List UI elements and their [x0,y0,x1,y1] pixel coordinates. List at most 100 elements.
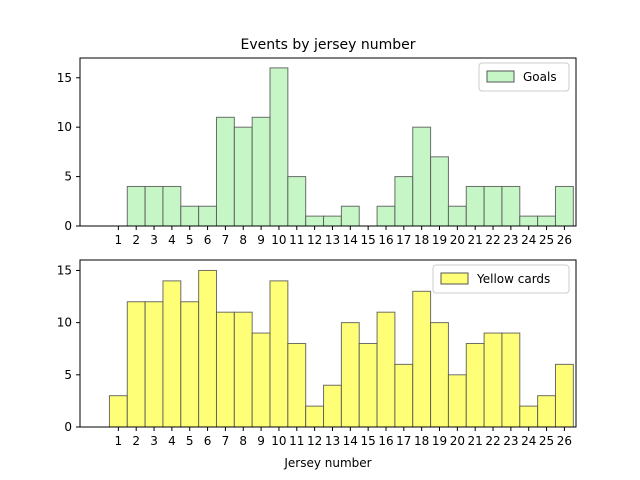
y-tick-label: 5 [64,368,72,382]
x-tick-label: 14 [343,434,358,448]
x-tick-label: 21 [468,434,483,448]
x-tick-label: 10 [271,233,286,247]
x-tick-label: 17 [396,233,411,247]
x-tick-label: 20 [450,233,465,247]
y-tick-label: 10 [57,120,72,134]
bar [554,185,574,227]
x-tick-label: 13 [325,233,340,247]
x-tick-label: 1 [115,233,123,247]
x-tick-label: 26 [557,434,572,448]
bar [376,205,396,227]
x-tick-label: 16 [378,434,393,448]
bar [162,280,182,428]
bar [126,301,146,428]
legend: Yellow cards [432,264,570,294]
x-tick-label: 18 [414,233,429,247]
bar [501,185,521,227]
y-tick-label: 5 [64,170,72,184]
x-tick-label: 3 [150,434,158,448]
x-tick-label: 4 [168,434,176,448]
bar [447,374,467,428]
x-tick-label: 26 [557,233,572,247]
bar [430,322,449,428]
x-tick-label: 11 [289,434,304,448]
x-tick-label: 13 [325,434,340,448]
bar [430,156,449,227]
bar [465,185,485,227]
x-tick-label: 3 [150,233,158,247]
bar [447,205,467,227]
x-tick-label: 2 [132,233,140,247]
bar [519,215,539,227]
x-tick-label: 7 [222,233,230,247]
bar [126,185,146,227]
x-tick-label: 8 [239,233,247,247]
bar [251,332,271,428]
x-tick-label: 19 [432,434,447,448]
bar [394,363,414,428]
x-tick-label: 5 [186,434,194,448]
y-tick-label: 0 [64,420,72,434]
y-tick-label: 15 [57,263,72,277]
x-tick-label: 10 [271,434,286,448]
y-tick-label: 15 [57,71,72,85]
bar [180,301,200,428]
x-tick-label: 9 [257,434,265,448]
x-tick-label: 8 [239,434,247,448]
bar [376,311,396,428]
x-tick-label: 18 [414,434,429,448]
x-tick-label: 24 [521,434,536,448]
bar [465,343,485,428]
bar [537,395,556,428]
x-tick-label: 25 [539,434,554,448]
bar [180,205,200,227]
x-tick-label: 23 [503,233,518,247]
bar [162,185,182,227]
legend-entry: Goals [523,70,557,84]
y-tick-label: 0 [64,219,72,233]
bar [554,363,574,428]
chart-title: Events by jersey number [240,37,415,53]
bar [501,332,521,428]
bar [251,116,271,227]
bar [483,332,503,428]
x-tick-label: 16 [378,233,393,247]
x-tick-label: 17 [396,434,411,448]
bar [305,405,325,428]
x-tick-label: 12 [307,434,322,448]
bar [108,395,128,428]
x-tick-label: 4 [168,233,176,247]
bar [269,67,289,227]
bar [305,215,325,227]
x-tick-label: 6 [204,434,212,448]
x-tick-label: 20 [450,434,465,448]
bar [412,126,432,227]
bar [483,185,503,227]
legend: Goals [478,62,570,92]
x-tick-label: 14 [343,233,358,247]
bar [233,126,253,227]
legend-box [432,264,570,294]
bar [233,311,253,428]
bar [144,185,164,227]
x-tick-label: 25 [539,233,554,247]
x-tick-label: 22 [485,233,500,247]
bar [269,280,289,428]
x-tick-label: 22 [485,434,500,448]
x-tick-label: 19 [432,233,447,247]
x-tick-label: 15 [361,434,376,448]
bar [198,205,217,227]
x-axis-label: Jersey number [283,456,371,470]
legend-box [478,62,570,92]
x-tick-label: 2 [132,434,140,448]
bar [412,290,432,428]
bar [340,322,360,428]
legend-swatch [440,272,469,285]
legend-swatch [486,70,515,83]
y-tick-label: 10 [57,316,72,330]
bar [358,343,378,428]
bar [537,215,556,227]
x-tick-label: 21 [468,233,483,247]
x-tick-label: 6 [204,233,212,247]
